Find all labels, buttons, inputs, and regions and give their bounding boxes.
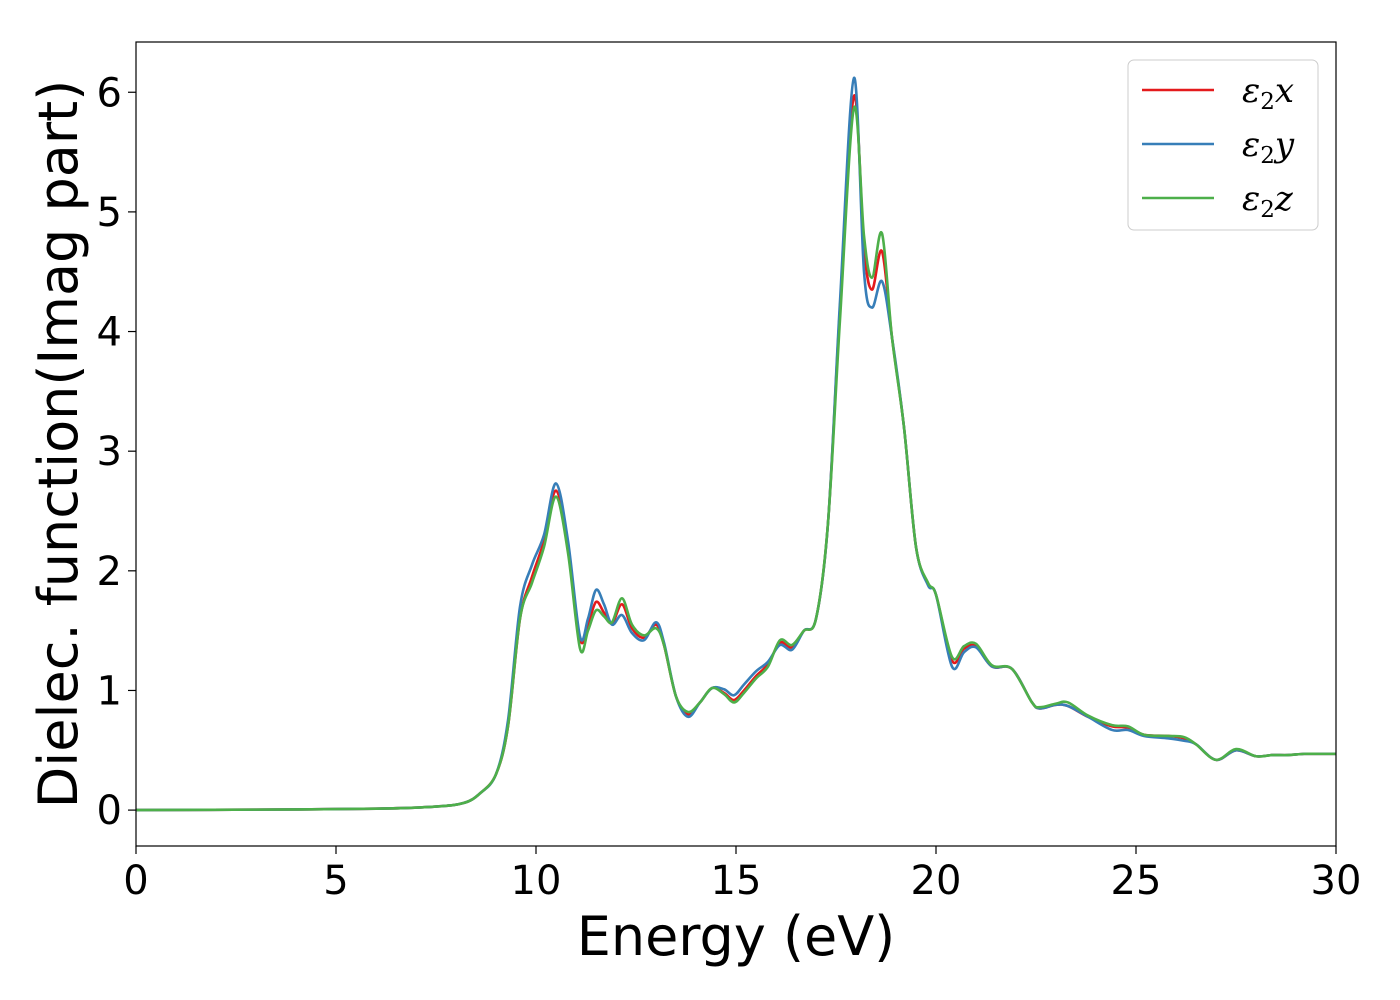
x-tick-label: 5 [323,858,348,904]
x-tick-label: 10 [511,858,562,904]
x-tick-label: 20 [911,858,962,904]
x-axis-ticks: 0 5 10 15 20 25 30 [123,846,1361,904]
legend-label-z: ε2z [1242,179,1294,223]
legend: ε2x ε2y ε2z [1127,59,1319,231]
y-axis-ticks: 0 1 2 3 4 5 6 [97,70,136,834]
y-tick-label: 6 [97,70,122,116]
y-axis-label: Dielec. function(Imag part) [27,80,90,809]
legend-box [1127,59,1319,231]
x-tick-label: 15 [711,858,762,904]
x-tick-label: 25 [1111,858,1162,904]
y-tick-label: 0 [97,788,122,834]
y-tick-label: 3 [97,429,122,475]
x-tick-label: 30 [1311,858,1362,904]
series-layer [136,76,1336,812]
x-axis-label: Energy (eV) [577,905,896,968]
x-tick-label: 0 [123,858,148,904]
legend-label-x: ε2x [1242,71,1294,115]
y-tick-label: 1 [97,668,122,714]
legend-label-y: ε2y [1242,125,1295,169]
series-line-z [136,105,1336,812]
y-tick-label: 2 [97,549,122,595]
y-tick-label: 5 [97,190,122,236]
y-tick-label: 4 [97,310,122,356]
